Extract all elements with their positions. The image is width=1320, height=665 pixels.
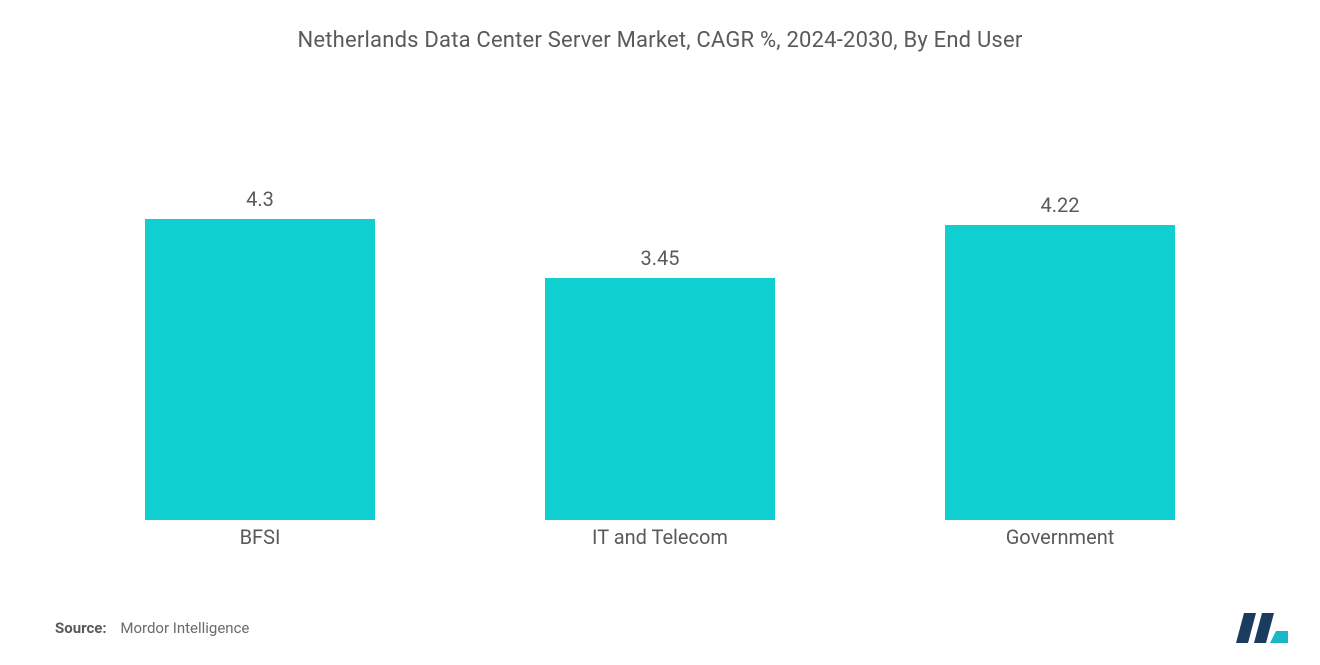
chart-title: Netherlands Data Center Server Market, C…: [0, 0, 1320, 53]
bar-it-telecom: [545, 278, 775, 520]
mordor-logo-icon: [1234, 609, 1290, 645]
bar-label: BFSI: [60, 525, 460, 549]
source-label: Source:: [55, 619, 107, 637]
bar-government: [945, 225, 1175, 520]
bar-label: Government: [860, 525, 1260, 549]
logo-bar2: [1254, 613, 1274, 643]
bar-bfsi: [145, 219, 375, 520]
source-text: Mordor Intelligence: [120, 619, 249, 637]
bar-label: IT and Telecom: [460, 525, 860, 549]
category-labels: BFSI IT and Telecom Government: [60, 525, 1260, 549]
bar-group-bfsi: 4.3: [60, 187, 460, 520]
bar-group-it-telecom: 3.45: [460, 246, 860, 520]
bar-value: 4.3: [246, 187, 274, 211]
plot-area: 4.3 3.45 4.22 BFSI IT and Telecom Govern…: [60, 100, 1260, 550]
source-line: Source: Mordor Intelligence: [55, 619, 249, 637]
bar-value: 3.45: [640, 246, 679, 270]
bars-row: 4.3 3.45 4.22: [60, 100, 1260, 520]
logo-accent: [1270, 631, 1288, 643]
bar-value: 4.22: [1040, 193, 1079, 217]
bar-group-government: 4.22: [860, 193, 1260, 520]
logo-bar1: [1236, 613, 1256, 643]
